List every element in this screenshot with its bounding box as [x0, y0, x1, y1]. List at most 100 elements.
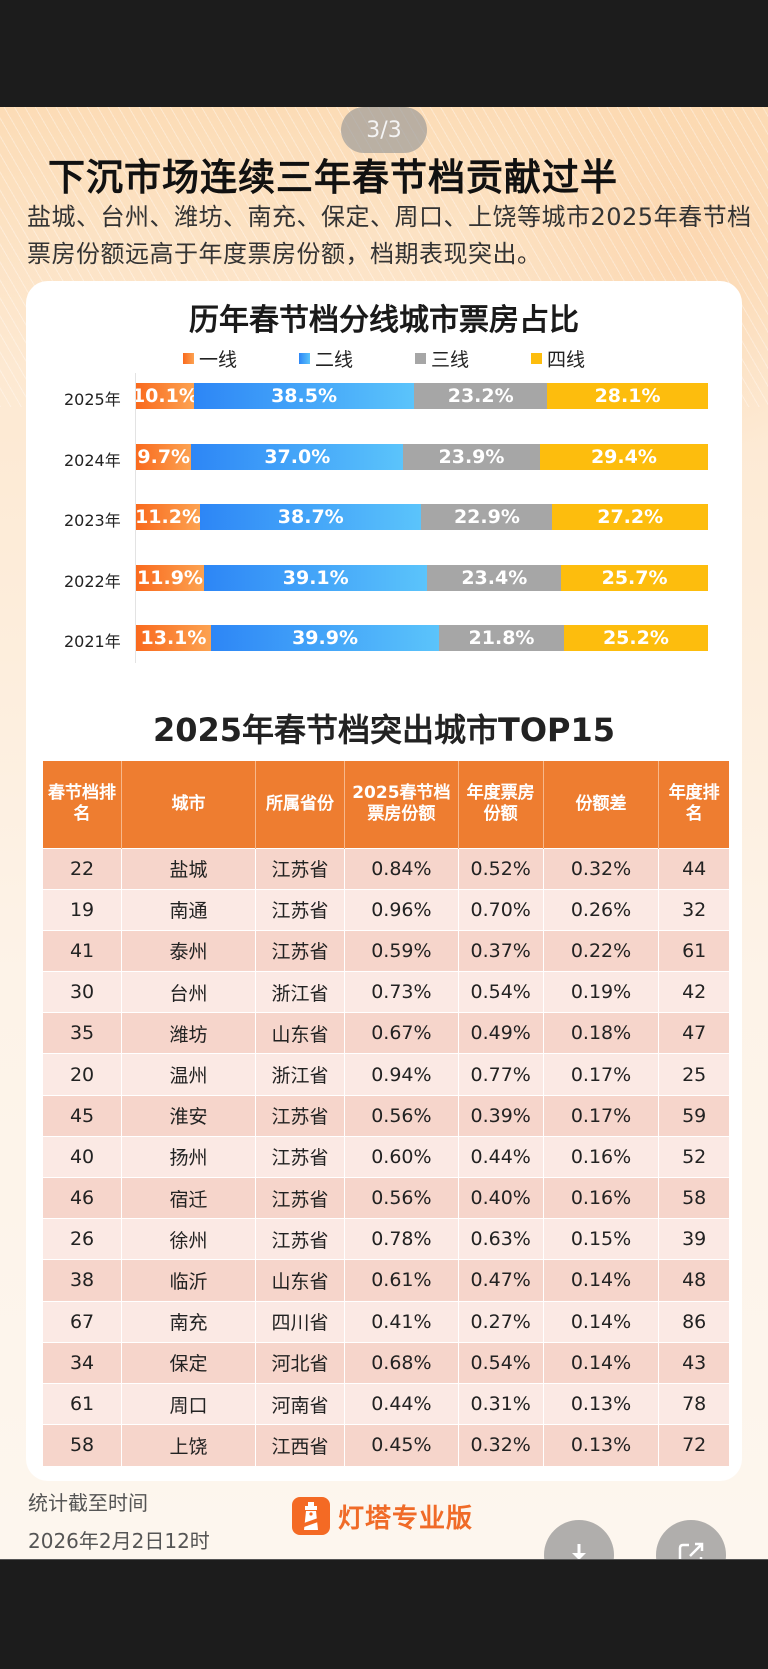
legend-swatch-tier3	[415, 353, 426, 364]
cell-festival-rank: 30	[43, 971, 123, 1013]
cell-share-diff: 0.14%	[543, 1300, 660, 1343]
cell-province: 江西省	[255, 1424, 346, 1466]
cell-province: 江苏省	[255, 1094, 346, 1137]
cell-festival-share: 0.56%	[344, 1176, 459, 1219]
row-label: 2024年	[64, 450, 121, 470]
cell-share-diff: 0.13%	[543, 1382, 660, 1425]
cell-festival-rank: 41	[43, 929, 123, 972]
cell-annual-rank: 52	[658, 1135, 729, 1178]
cell-city: 潍坊	[121, 1012, 256, 1054]
cell-share-diff: 0.26%	[543, 888, 660, 931]
cell-province: 江苏省	[255, 888, 346, 931]
cell-share-diff: 0.16%	[543, 1135, 660, 1178]
bar-segment-tier1: 11.2%	[136, 504, 201, 530]
cell-annual-share: 0.52%	[458, 847, 544, 890]
share-button[interactable]	[656, 1520, 726, 1559]
bar-segment-tier3: 22.9%	[421, 504, 553, 530]
download-button[interactable]	[544, 1520, 614, 1559]
legend-item-tier1: 一线	[182, 345, 237, 372]
table-row: 20 温州 浙江省 0.94% 0.77% 0.17% 25	[43, 1053, 729, 1096]
cell-annual-rank: 78	[658, 1382, 729, 1425]
cell-share-diff: 0.17%	[543, 1053, 660, 1096]
cell-annual-rank: 32	[658, 888, 729, 931]
bar-segment-tier4: 29.4%	[539, 443, 708, 470]
legend-item-tier3: 三线	[415, 345, 469, 372]
bar-segment-tier1: 10.1%	[136, 383, 194, 409]
table-row: 41 泰州 江苏省 0.59% 0.37% 0.22% 61	[43, 929, 729, 972]
cell-festival-share: 0.73%	[344, 971, 459, 1013]
bar-segment-tier3: 23.2%	[414, 383, 548, 409]
cell-annual-share: 0.27%	[458, 1300, 544, 1343]
column-header-festival-share: 2025春节档票房份额	[344, 761, 459, 848]
cell-annual-rank: 61	[658, 929, 729, 972]
column-header-festival-rank: 春节档排名	[43, 761, 123, 848]
page-subtitle: 盐城、台州、潍坊、南充、保定、周口、上饶等城市2025年春节档票房份额远高于年度…	[27, 203, 752, 268]
cell-festival-share: 0.45%	[344, 1424, 459, 1466]
cell-annual-share: 0.44%	[458, 1135, 544, 1178]
cell-annual-rank: 59	[658, 1094, 729, 1137]
cell-festival-rank: 67	[43, 1300, 123, 1343]
bar-segment-tier1: 13.1%	[136, 625, 211, 651]
cell-annual-share: 0.54%	[458, 1341, 544, 1384]
brand-name: 灯塔专业版	[338, 1503, 474, 1534]
cell-city: 泰州	[121, 929, 256, 972]
bar-segment-tier1: 9.7%	[136, 443, 192, 470]
top15-table: 春节档排名 城市 所属省份 2025春节档票房份额 年度票房份额 份额差 年度排…	[43, 761, 729, 1466]
cell-festival-share: 0.44%	[344, 1382, 459, 1425]
cell-share-diff: 0.19%	[543, 971, 660, 1013]
cell-share-diff: 0.15%	[543, 1218, 660, 1260]
cell-festival-rank: 19	[43, 888, 123, 931]
cell-share-diff: 0.13%	[543, 1424, 660, 1466]
download-icon	[572, 1544, 586, 1559]
table-header-row: 春节档排名 城市 所属省份 2025春节档票房份额 年度票房份额 份额差 年度排…	[43, 761, 729, 848]
cell-province: 河南省	[255, 1382, 346, 1425]
cell-province: 江苏省	[255, 1135, 346, 1178]
bar-segment-tier3: 21.8%	[439, 625, 564, 651]
cell-festival-share: 0.60%	[344, 1135, 459, 1178]
chart-title: 历年春节档分线城市票房占比	[189, 303, 579, 338]
cell-annual-share: 0.47%	[458, 1259, 544, 1302]
bar-segment-tier4: 25.7%	[561, 564, 708, 591]
cell-city: 南通	[121, 888, 256, 931]
cell-festival-rank: 34	[43, 1341, 123, 1384]
legend-label-tier2: 二线	[314, 349, 353, 371]
column-header-province: 所属省份	[255, 761, 346, 848]
table-row: 67 南充 四川省 0.41% 0.27% 0.14% 86	[43, 1300, 729, 1343]
stats-cutoff-label: 统计截至时间	[28, 1491, 148, 1515]
page-indicator: 3/3	[341, 107, 427, 153]
bar-segment-tier2: 37.0%	[191, 443, 404, 470]
bar-segment-tier2: 38.5%	[193, 383, 415, 409]
cell-city: 周口	[121, 1382, 256, 1425]
content-card: 历年春节档分线城市票房占比 一线 二线 三线 四线 2025年 10.1%38.5…	[26, 281, 742, 1481]
cell-annual-rank: 86	[658, 1300, 729, 1343]
cell-province: 浙江省	[255, 1053, 346, 1096]
cell-city: 南充	[121, 1300, 256, 1343]
bar-segment-tier2: 38.7%	[200, 504, 422, 530]
cell-festival-share: 0.59%	[344, 929, 459, 972]
cell-annual-share: 0.37%	[458, 929, 544, 972]
cell-annual-share: 0.77%	[458, 1053, 544, 1096]
cell-province: 浙江省	[255, 971, 346, 1013]
cell-festival-rank: 35	[43, 1012, 123, 1054]
cell-city: 扬州	[121, 1135, 256, 1178]
table-row: 38 临沂 山东省 0.61% 0.47% 0.14% 48	[43, 1259, 729, 1302]
cell-festival-rank: 38	[43, 1259, 123, 1302]
cell-province: 江苏省	[255, 929, 346, 972]
bar-segment-tier4: 28.1%	[547, 383, 708, 409]
cell-annual-share: 0.31%	[458, 1382, 544, 1425]
cell-festival-share: 0.96%	[344, 888, 459, 931]
cell-province: 山东省	[255, 1259, 346, 1302]
cell-city: 台州	[121, 971, 256, 1013]
cell-festival-share: 0.94%	[344, 1053, 459, 1096]
cell-annual-rank: 39	[658, 1218, 729, 1260]
cell-annual-share: 0.40%	[458, 1176, 544, 1219]
table-row: 45 淮安 江苏省 0.56% 0.39% 0.17% 59	[43, 1094, 729, 1137]
cell-city: 临沂	[121, 1259, 256, 1302]
table-row: 40 扬州 江苏省 0.60% 0.44% 0.16% 52	[43, 1135, 729, 1178]
table-row: 35 潍坊 山东省 0.67% 0.49% 0.18% 47	[43, 1012, 729, 1054]
cell-annual-share: 0.54%	[458, 971, 544, 1013]
cell-city: 宿迁	[121, 1176, 256, 1219]
cell-annual-share: 0.70%	[458, 888, 544, 931]
table-row: 46 宿迁 江苏省 0.56% 0.40% 0.16% 58	[43, 1176, 729, 1219]
cell-festival-share: 0.67%	[344, 1012, 459, 1054]
